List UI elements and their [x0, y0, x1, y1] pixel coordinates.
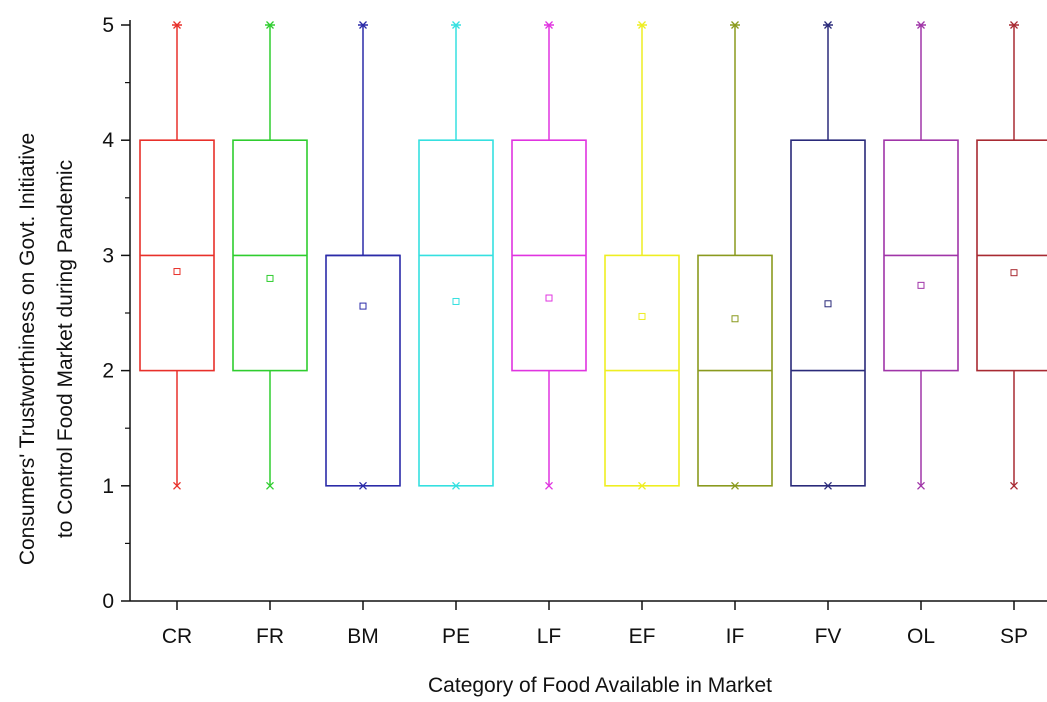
max-x-marker — [917, 21, 925, 29]
x-tick-label-OL: OL — [907, 625, 935, 648]
y-tick-label: 5 — [102, 14, 114, 37]
x-tick-label-BM: BM — [347, 625, 379, 648]
box-IF — [697, 21, 773, 490]
y-tick-label: 2 — [102, 360, 114, 383]
mean-marker — [266, 274, 274, 282]
x-tick-label-LF: LF — [537, 625, 562, 648]
mean-marker — [1010, 269, 1018, 277]
mean-marker — [545, 294, 553, 302]
box-FR — [232, 21, 308, 490]
min-x-marker — [917, 481, 925, 490]
box-PE — [418, 21, 494, 490]
x-tick-label-FV: FV — [815, 625, 842, 648]
y-tick-label: 3 — [102, 244, 114, 267]
box-series — [139, 21, 1047, 490]
max-x-marker — [1010, 21, 1018, 29]
y-axis-label-line-2: to Control Food Market during Pandemic — [54, 160, 77, 538]
min-x-marker — [452, 481, 460, 490]
y-ticks: 0 1 2 3 4 5 — [102, 14, 130, 613]
y-axis-title: Consumers' Trustworthiness on Govt. Init… — [16, 133, 77, 565]
box-FV — [790, 21, 866, 490]
box-EF — [604, 21, 680, 490]
mean-marker — [173, 268, 181, 276]
x-tick-label-EF: EF — [629, 625, 656, 648]
iqr-box — [418, 139, 494, 487]
min-x-marker — [1010, 481, 1018, 490]
max-x-marker — [173, 21, 181, 29]
y-tick-label: 1 — [102, 475, 114, 498]
mean-marker — [917, 281, 925, 289]
x-tick-label-PE: PE — [442, 625, 470, 648]
mean-marker — [731, 315, 739, 323]
max-x-marker — [824, 21, 832, 29]
min-x-marker — [545, 481, 553, 490]
mean-marker — [638, 312, 646, 320]
iqr-box — [325, 254, 401, 487]
mean-marker — [824, 300, 832, 308]
min-x-marker — [638, 481, 646, 490]
y-axis-label-line-1: Consumers' Trustworthiness on Govt. Init… — [16, 133, 39, 565]
x-tick-label-FR: FR — [256, 625, 284, 648]
axes — [129, 20, 1047, 602]
min-x-marker — [359, 481, 367, 490]
x-axis-label: Category of Food Available in Market — [428, 674, 772, 697]
max-x-marker — [359, 21, 367, 29]
mean-marker — [359, 302, 367, 310]
box-CR — [139, 21, 215, 490]
y-tick-label: 0 — [102, 590, 114, 613]
iqr-box — [790, 139, 866, 487]
x-ticks: CR FR BM PE LF EF IF FV OL SP — [162, 601, 1028, 648]
max-x-marker — [452, 21, 460, 29]
y-tick-label: 4 — [102, 129, 114, 152]
box-OL — [883, 21, 959, 490]
min-x-marker — [731, 481, 739, 490]
x-tick-label-CR: CR — [162, 625, 192, 648]
min-x-marker — [824, 481, 832, 490]
box-LF — [511, 21, 587, 490]
box-SP — [976, 21, 1047, 490]
x-tick-label-IF: IF — [726, 625, 745, 648]
min-x-marker — [173, 481, 181, 490]
box-BM — [325, 21, 401, 490]
max-x-marker — [638, 21, 646, 29]
x-tick-label-SP: SP — [1000, 625, 1028, 648]
min-x-marker — [266, 481, 274, 490]
mean-marker — [452, 297, 460, 305]
max-x-marker — [266, 21, 274, 29]
max-x-marker — [545, 21, 553, 29]
max-x-marker — [731, 21, 739, 29]
